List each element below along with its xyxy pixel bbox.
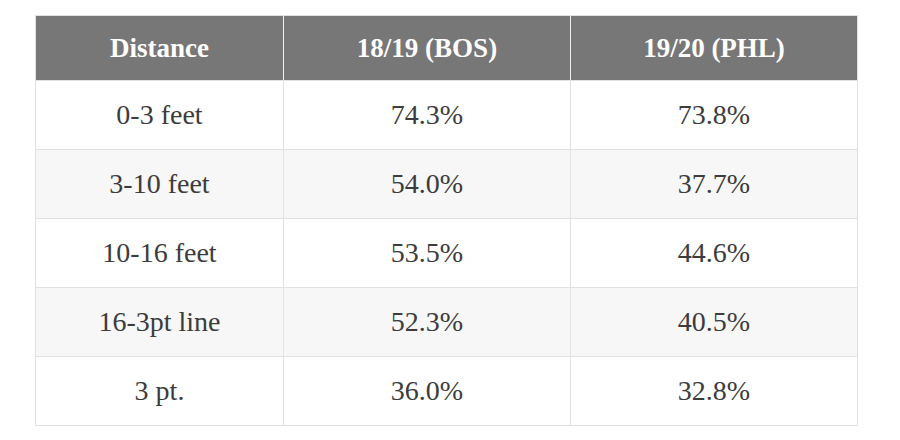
column-header-1920-phl: 19/20 (PHL)	[571, 16, 858, 81]
header-row: Distance 18/19 (BOS) 19/20 (PHL)	[36, 16, 858, 81]
phl-value-cell: 37.7%	[571, 150, 858, 219]
distance-cell: 0-3 feet	[36, 81, 284, 150]
phl-value-cell: 44.6%	[571, 219, 858, 288]
distance-cell: 3-10 feet	[36, 150, 284, 219]
bos-value-cell: 54.0%	[284, 150, 571, 219]
column-header-distance: Distance	[36, 16, 284, 81]
table-body: 0-3 feet 74.3% 73.8% 3-10 feet 54.0% 37.…	[36, 81, 858, 426]
bos-value-cell: 52.3%	[284, 288, 571, 357]
shooting-stats-table: Distance 18/19 (BOS) 19/20 (PHL) 0-3 fee…	[35, 15, 858, 426]
bos-value-cell: 36.0%	[284, 357, 571, 426]
table-header: Distance 18/19 (BOS) 19/20 (PHL)	[36, 16, 858, 81]
table-row: 16-3pt line 52.3% 40.5%	[36, 288, 858, 357]
distance-cell: 10-16 feet	[36, 219, 284, 288]
table-row: 3 pt. 36.0% 32.8%	[36, 357, 858, 426]
table-row: 0-3 feet 74.3% 73.8%	[36, 81, 858, 150]
phl-value-cell: 32.8%	[571, 357, 858, 426]
phl-value-cell: 40.5%	[571, 288, 858, 357]
phl-value-cell: 73.8%	[571, 81, 858, 150]
distance-cell: 3 pt.	[36, 357, 284, 426]
table-row: 10-16 feet 53.5% 44.6%	[36, 219, 858, 288]
column-header-1819-bos: 18/19 (BOS)	[284, 16, 571, 81]
shooting-stats-table-container: Distance 18/19 (BOS) 19/20 (PHL) 0-3 fee…	[35, 15, 857, 426]
distance-cell: 16-3pt line	[36, 288, 284, 357]
bos-value-cell: 74.3%	[284, 81, 571, 150]
table-row: 3-10 feet 54.0% 37.7%	[36, 150, 858, 219]
bos-value-cell: 53.5%	[284, 219, 571, 288]
